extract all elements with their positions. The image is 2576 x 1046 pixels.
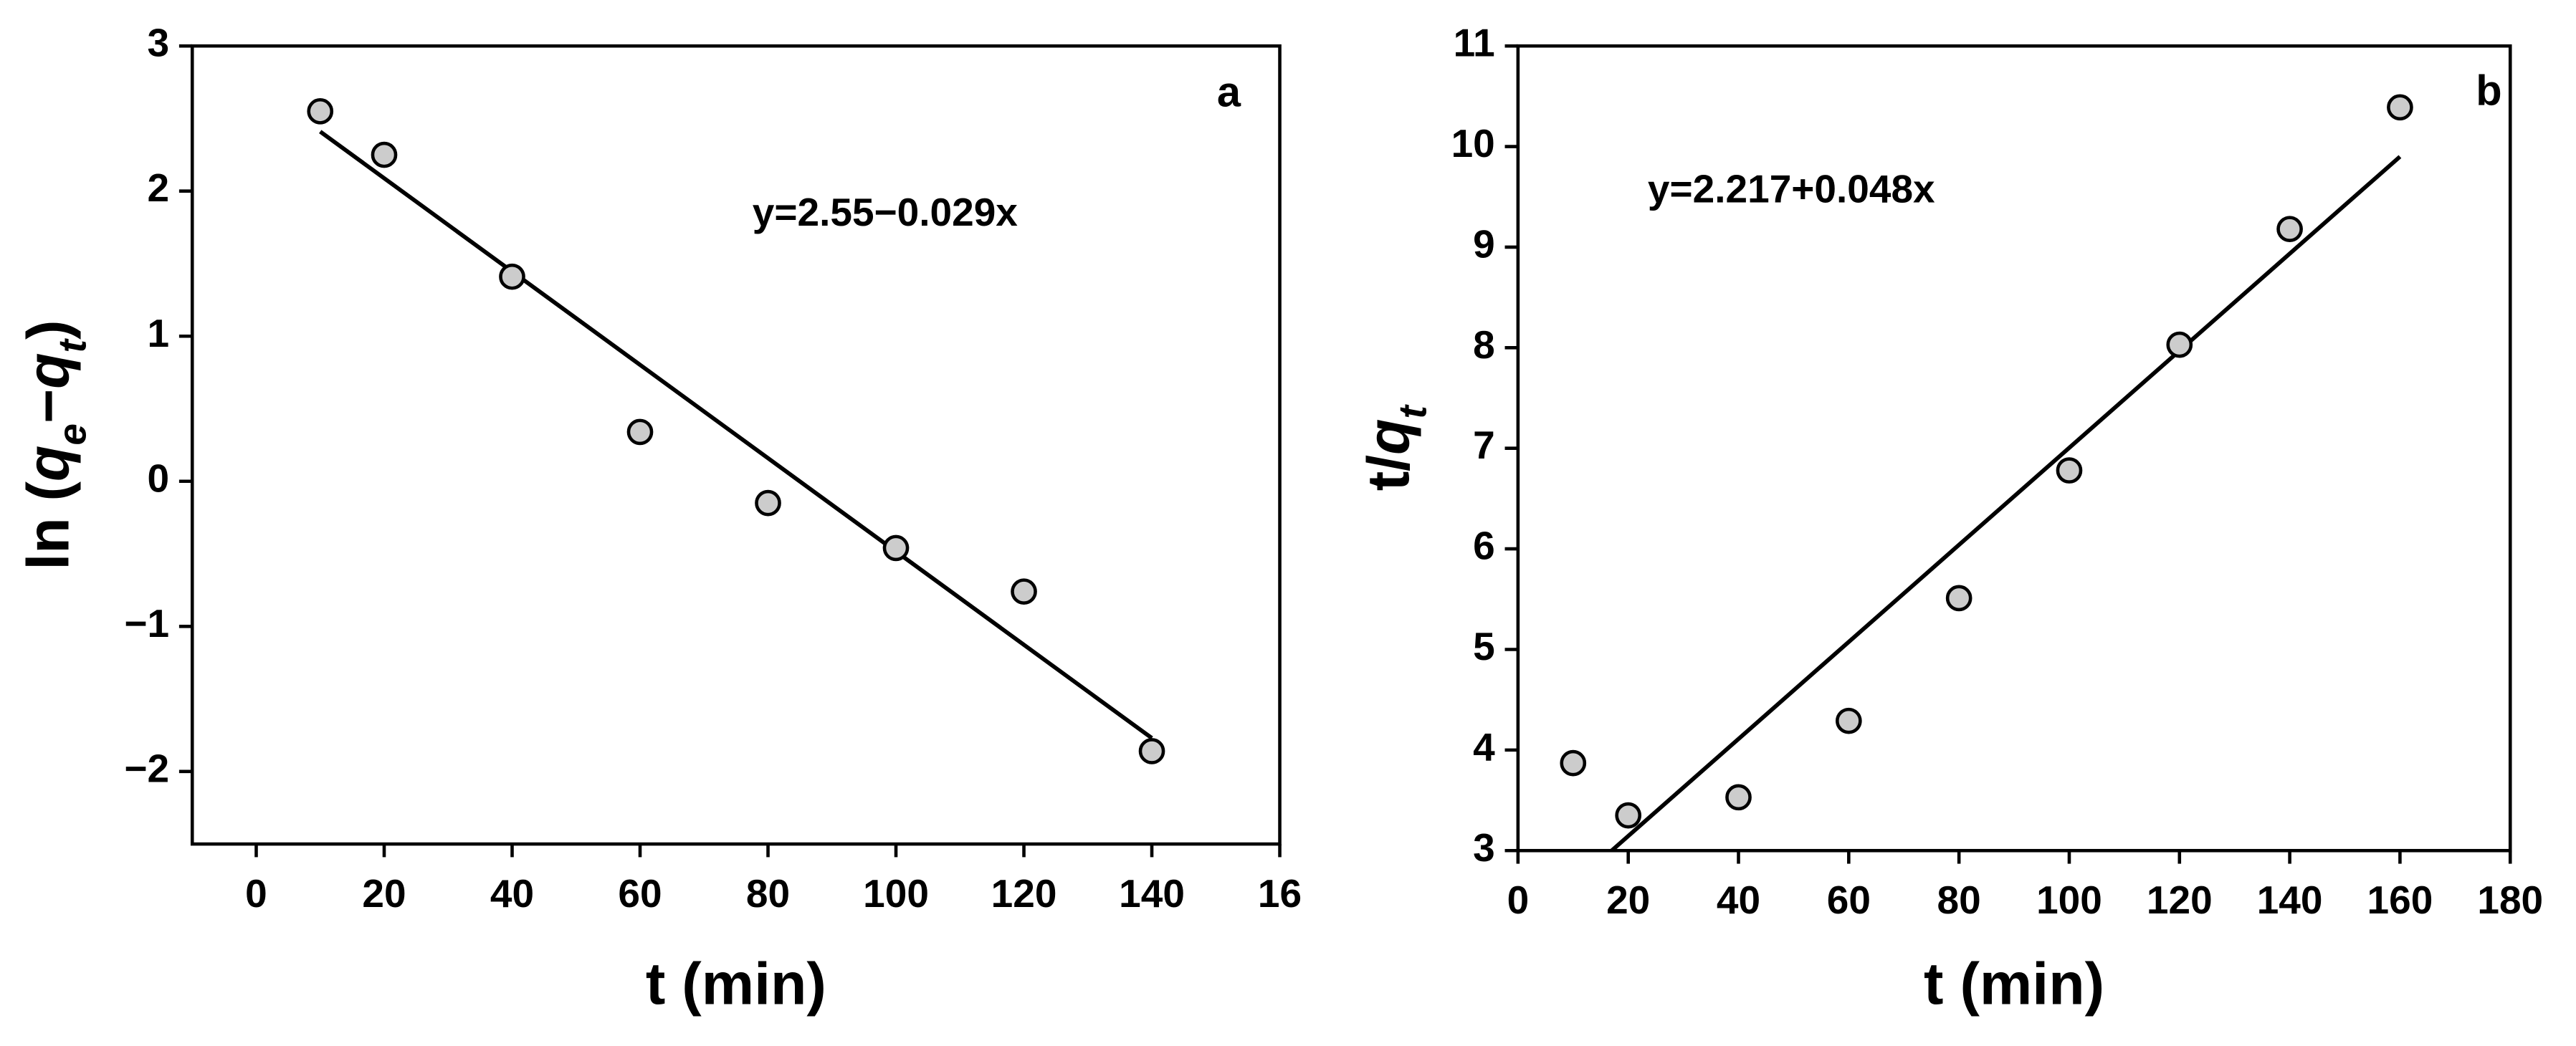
panel-label: a (1217, 68, 1241, 116)
y-axis-label-part: ) (15, 320, 81, 340)
x-tick-label: 0 (1507, 878, 1530, 922)
x-tick-label: 140 (2257, 878, 2323, 922)
y-tick-label: 3 (148, 21, 170, 65)
fit-line (1610, 155, 2402, 853)
data-point (1725, 784, 1752, 811)
x-tick-label: 140 (1119, 871, 1185, 916)
x-tick-label: 80 (746, 871, 790, 916)
data-point (755, 489, 781, 517)
equation: y=2.217+0.048x (1648, 167, 1935, 211)
y-axis-label-part: t/ (1355, 455, 1421, 491)
data-point (371, 141, 398, 168)
y-tick-label: 11 (1454, 21, 1495, 65)
data-point (1011, 578, 1037, 605)
x-tick-label: 100 (2036, 878, 2102, 922)
panel-label: b (2476, 66, 2501, 114)
x-tick-label: 60 (618, 871, 662, 916)
x-tick-label: 80 (1937, 878, 1981, 922)
y-tick-label: 9 (1473, 221, 1495, 266)
y-tick-label: 5 (1473, 624, 1495, 668)
y-axis-label-part: q (1355, 418, 1421, 454)
y-axis-label-part: ln ( (15, 481, 81, 570)
x-tick-label: 40 (1717, 878, 1760, 922)
data-point (1615, 802, 1642, 829)
x-tick-label: 20 (1606, 878, 1650, 922)
data-point (2387, 94, 2413, 121)
y-axis-label: ln (qe−qt) (15, 320, 94, 570)
y-tick-label: 0 (148, 456, 170, 500)
y-axis-label-part: − (15, 389, 81, 423)
x-tick-label: 120 (2147, 878, 2213, 922)
y-tick-label: 7 (1473, 423, 1495, 467)
x-tick-label: 60 (1827, 878, 1871, 922)
equation: y=2.55−0.029x (753, 190, 1019, 234)
x-tick-label: 100 (863, 871, 929, 916)
data-point (1835, 707, 1862, 734)
y-tick-label: 2 (148, 165, 170, 210)
data-point (1560, 749, 1587, 777)
data-point (2166, 331, 2193, 358)
x-tick-label: 40 (490, 871, 534, 916)
y-axis-label: t/qt (1355, 403, 1434, 491)
y-tick-label: 4 (1473, 724, 1495, 769)
y-tick-label: −1 (124, 601, 169, 646)
x-axis-label: t (min) (1924, 951, 2104, 1017)
fit-line (319, 130, 1153, 740)
data-point (626, 418, 654, 446)
y-axis-label-part: e (49, 423, 94, 446)
y-tick-label: 10 (1451, 121, 1495, 165)
plot-frame (190, 44, 1282, 846)
y-tick-label: 6 (1473, 524, 1495, 568)
x-axis-label: t (min) (646, 951, 826, 1017)
y-tick-label: 8 (1473, 322, 1495, 367)
data-point (882, 534, 910, 562)
data-point (307, 97, 334, 125)
data-point (1138, 738, 1165, 764)
y-axis-label-part: t (49, 337, 94, 352)
x-tick-label: 120 (991, 871, 1057, 916)
y-axis-label-part: t (1390, 403, 1434, 418)
y-tick-label: 3 (1473, 825, 1495, 870)
data-point (2276, 216, 2303, 243)
x-tick-label: 0 (245, 871, 267, 916)
data-point (1945, 585, 1972, 612)
x-tick-label: 160 (2367, 878, 2433, 922)
y-axis-label-part: q (15, 352, 81, 388)
x-tick-label: 180 (2477, 878, 2543, 922)
y-tick-label: −2 (124, 746, 169, 790)
x-tick-label: 20 (362, 871, 406, 916)
y-tick-label: 1 (148, 311, 170, 355)
y-axis-label-part: q (15, 446, 81, 481)
x-tick-label: 16 (1258, 871, 1302, 916)
data-point (2056, 457, 2083, 484)
data-point (499, 263, 525, 290)
